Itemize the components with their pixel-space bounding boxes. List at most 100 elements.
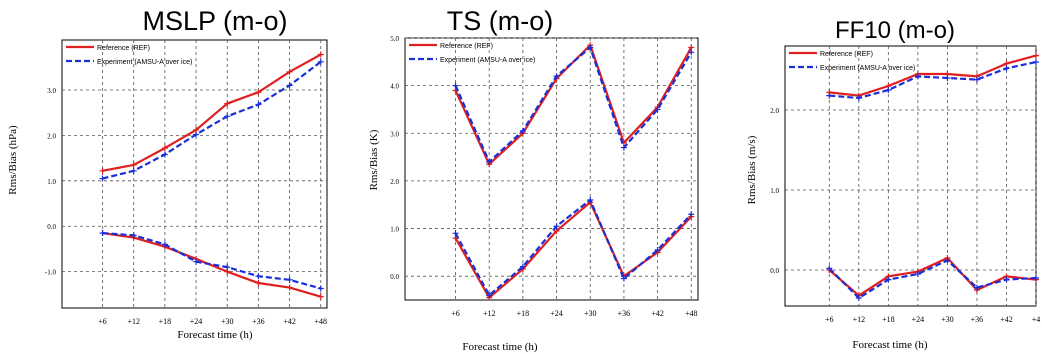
chart-3-xtick-label: +6 (825, 315, 834, 324)
chart-2-point-bias-exp (553, 223, 560, 230)
chart-2-xtick-label: +6 (451, 309, 460, 318)
chart-3-point-bias-exp (885, 276, 892, 283)
chart-1-point-rms-ref (161, 145, 168, 152)
chart-1-xtick-label: +12 (127, 317, 140, 326)
chart-3-point-bias-exp (1033, 275, 1039, 281)
chart-1-ytick-label: 1.0 (47, 178, 56, 186)
chart-2-point-bias-exp (452, 230, 459, 237)
chart-2-point-rms-exp (553, 73, 560, 80)
chart-3-point-rms-exp (1033, 59, 1039, 65)
chart-3-xtick-label: +24 (912, 315, 925, 324)
chart-2-title: TS (m-o) (447, 6, 553, 36)
chart-3-xtick-label: +4 (1032, 315, 1041, 324)
chart-3-plot: +6 +12 +18 +24 +30 +36 +42 +4 0.0 1.0 2.0 Reference… (770, 45, 1041, 324)
chart-2-xtick-label: +18 (517, 309, 530, 318)
chart-1-point-bias-exp (193, 258, 200, 265)
chart-1-legend-ref-label: Reference (REF) (97, 45, 150, 52)
chart-1-point-bias-ref (255, 280, 262, 287)
chart-1-point-rms-exp (255, 101, 262, 108)
chart-1-xtick-label: +36 (252, 317, 265, 326)
chart-2-xlabel: Forecast time (h) (462, 341, 537, 353)
chart-2-ytick-label: 2.0 (390, 178, 399, 186)
chart-1-point-bias-exp (224, 264, 231, 271)
chart-3-xtick-label: +36 (971, 315, 984, 324)
chart-2-xtick-label: +36 (618, 309, 631, 318)
chart-2-xtick-label: +42 (651, 309, 664, 318)
chart-2-point-rms-exp (620, 144, 627, 151)
chart-1-point-rms-exp (99, 175, 106, 182)
chart-2-plot: +6 +12 +18 +24 +30 +36 +42 +48 0.0 1.0 2.0 3.0 4.0 5.… (390, 35, 699, 318)
chart-3-point-rms-exp (855, 95, 862, 101)
chart-2-ytick-label: 0.0 (390, 273, 399, 281)
chart-2-series-rms-exp (454, 46, 693, 163)
chart-3-title: FF10 (m-o) (835, 17, 955, 44)
chart-3-legend-ref-label: Reference (REF) (820, 51, 873, 58)
chart-3-point-bias-exp (944, 257, 951, 264)
chart-1-point-rms-ref (255, 89, 262, 96)
chart-2-xtick-label: +12 (483, 309, 496, 318)
chart-1-plot: +6 +12 +18 +24 +30 +36 +42 +48 -1.0 0.0 1.0 2.0 3.0 R… (45, 39, 328, 326)
chart-1-legend: Reference (REF) Experiment (AMSU-A over i… (66, 45, 192, 66)
chart-1-title: MSLP (m-o) (142, 6, 287, 36)
chart-1-point-rms-ref (130, 161, 137, 168)
chart-1-xtick-label: +18 (159, 317, 172, 326)
chart-3-point-rms-exp (973, 76, 980, 83)
chart-2-ytick-label: 4.0 (390, 83, 399, 91)
chart-1-ytick-label: 0.0 (47, 223, 56, 231)
chart-1-point-rms-exp (161, 151, 168, 158)
chart-2-point-rms-exp (452, 82, 459, 89)
chart-1-series-bias-exp (102, 231, 322, 290)
chart-1-point-rms-exp (317, 58, 324, 65)
chart-2-legend-exp-label: Experiment (AMSU-A over ice) (440, 57, 535, 64)
chart-1-point-bias-exp (317, 285, 324, 292)
chart-3-xlabel: Forecast time (h) (852, 339, 927, 351)
chart-1-point-rms-ref (224, 100, 231, 107)
chart-1-point-bias-exp (99, 230, 106, 237)
chart-1-point-bias-exp (255, 273, 262, 280)
chart-2-point-bias-exp (587, 196, 594, 203)
chart-3-frame (784, 45, 1037, 307)
chart-3-point-rms-exp (944, 75, 951, 81)
chart-2-series-bias-exp (454, 198, 693, 297)
chart-1-frame (61, 39, 328, 309)
chart-1-ylabel: Rms/Bias (hPa) (7, 125, 19, 195)
chart-1-point-bias-ref (317, 293, 324, 300)
chart-1-series-rms-ref (102, 53, 322, 172)
chart-2-xtick-label: +48 (685, 309, 698, 318)
chart-1-ytick-label: 2.0 (47, 132, 56, 140)
chart-1-point-rms-exp (286, 82, 293, 89)
chart-3-legend-exp-label: Experiment (AMSU-A over ice) (820, 65, 915, 72)
chart-1-xtick-label: +48 (315, 317, 328, 326)
chart-2-series-bias-ref (454, 201, 693, 299)
chart-3-point-bias-exp (973, 284, 980, 291)
chart-3-series-bias-exp (828, 259, 1037, 300)
chart-3-xtick-label: +12 (853, 315, 866, 324)
chart-2-point-rms-exp (519, 127, 526, 134)
chart-2-point-bias-exp (688, 211, 695, 218)
chart-3-series-bias-ref (828, 256, 1037, 297)
chart-1-series-rms-exp (102, 60, 322, 180)
chart-3-point-rms-exp (1003, 65, 1010, 72)
chart-1-point-rms-exp (130, 167, 137, 174)
chart-3-point-bias-exp (826, 265, 833, 272)
chart-1-point-rms-ref (286, 68, 293, 75)
chart-3-ytick-label: 2.0 (770, 107, 779, 115)
chart-2-series-rms-ref (454, 44, 693, 166)
chart-2-ytick-label: 5.0 (390, 35, 399, 43)
chart-1-xtick-label: +24 (190, 317, 203, 326)
chart-1-xtick-label: +6 (98, 317, 107, 326)
chart-3-ytick-label: 1.0 (770, 187, 779, 195)
chart-3-xtick-label: +42 (1000, 315, 1013, 324)
chart-1-ytick-label: 3.0 (47, 87, 56, 95)
chart-3-point-rms-exp (914, 73, 921, 80)
chart-2-point-bias-exp (654, 246, 661, 253)
chart-2-ytick-label: 3.0 (390, 130, 399, 138)
chart-1-point-rms-ref (99, 167, 106, 174)
chart-3-point-rms-exp (885, 87, 892, 93)
chart-2-point-bias-exp (486, 292, 493, 299)
chart-2-xtick-label: +30 (584, 309, 597, 318)
chart-3-xtick-label: +30 (941, 315, 954, 324)
chart-1-point-bias-exp (161, 241, 168, 248)
chart-2-legend: Reference (REF) Experiment (AMSU-A over i… (409, 43, 535, 64)
